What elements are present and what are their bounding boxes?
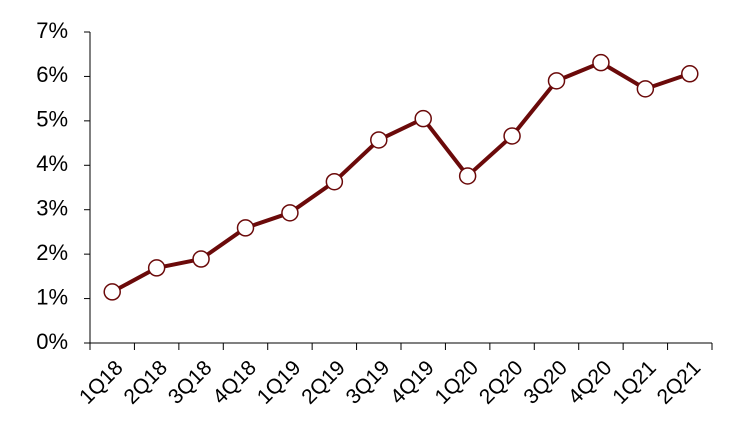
y-tick-label: 7% <box>36 18 68 43</box>
marker <box>503 127 521 145</box>
marker <box>281 204 299 222</box>
marker <box>547 72 566 90</box>
marker <box>458 167 477 185</box>
y-tick-label: 3% <box>36 196 68 221</box>
x-tick-label: 1Q21 <box>608 356 661 409</box>
marker <box>636 80 655 98</box>
marker <box>236 219 255 237</box>
y-tick-label: 4% <box>36 151 68 176</box>
x-tick-label: 1Q18 <box>75 356 128 409</box>
x-tick-label: 2Q18 <box>120 356 173 409</box>
y-tick-label: 6% <box>36 62 68 87</box>
marker <box>192 250 210 268</box>
marker <box>325 172 344 191</box>
x-tick-label: 2Q20 <box>475 356 528 409</box>
x-tick-label: 1Q20 <box>431 356 484 409</box>
x-tick-label: 3Q20 <box>519 356 572 409</box>
marker <box>147 259 166 277</box>
y-tick-label: 0% <box>36 329 68 354</box>
y-tick-label: 2% <box>36 240 68 265</box>
x-tick-label: 3Q19 <box>342 356 395 409</box>
marker <box>592 53 610 72</box>
x-tick-label: 1Q19 <box>253 356 306 409</box>
x-tick-label: 2Q21 <box>653 356 706 409</box>
x-tick-label: 3Q18 <box>164 356 217 409</box>
marker <box>414 109 432 128</box>
y-tick-label: 5% <box>36 107 68 132</box>
x-tick-label: 2Q19 <box>297 356 350 409</box>
x-tick-label: 4Q18 <box>208 356 261 409</box>
marker <box>681 65 699 83</box>
marker <box>370 131 388 149</box>
y-tick-label: 1% <box>36 284 68 309</box>
marker <box>103 283 121 301</box>
x-tick-label: 4Q19 <box>386 356 439 409</box>
x-tick-label: 4Q20 <box>564 356 617 409</box>
